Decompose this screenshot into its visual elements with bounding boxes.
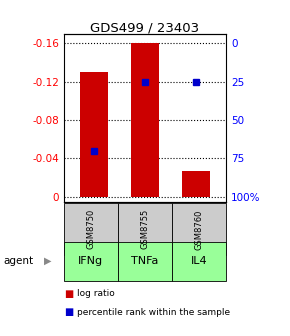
Text: ■: ■ (64, 307, 73, 318)
Text: IFNg: IFNg (78, 256, 104, 266)
Text: TNFa: TNFa (131, 256, 159, 266)
Bar (80, 72, 108, 197)
Text: percentile rank within the sample: percentile rank within the sample (77, 308, 230, 317)
Bar (182, 171, 210, 197)
Text: agent: agent (3, 256, 33, 266)
Text: log ratio: log ratio (77, 290, 115, 298)
Text: GSM8755: GSM8755 (140, 209, 150, 249)
Text: ■: ■ (64, 289, 73, 299)
Text: IL4: IL4 (191, 256, 207, 266)
Bar (131, 43, 159, 197)
Text: GSM8760: GSM8760 (195, 209, 204, 250)
Text: GDS499 / 23403: GDS499 / 23403 (90, 22, 200, 35)
Text: GSM8750: GSM8750 (86, 209, 95, 249)
Text: ▶: ▶ (44, 256, 52, 266)
